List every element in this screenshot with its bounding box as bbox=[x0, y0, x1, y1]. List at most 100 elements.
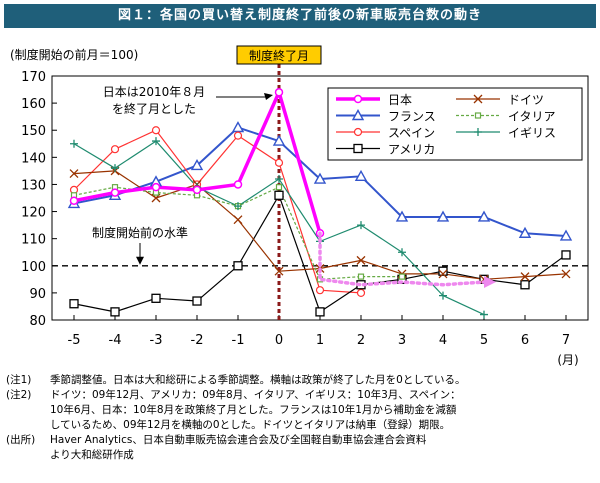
x-tick-label: 7 bbox=[562, 333, 570, 348]
data-point bbox=[474, 128, 482, 136]
line-chart: (制度開始の前月＝100) 80901001101201301401501601… bbox=[10, 45, 589, 367]
data-point bbox=[559, 229, 573, 241]
x-tick-label: -5 bbox=[68, 333, 81, 348]
data-point bbox=[315, 307, 325, 317]
data-point bbox=[192, 296, 202, 306]
y-tick-label: 100 bbox=[21, 260, 46, 275]
note-2-line-2: 10年6月、日本：10年8月を政策終了月とした。フランスは10年1月から補助金を… bbox=[50, 404, 457, 416]
data-point bbox=[561, 250, 571, 260]
data-point bbox=[111, 164, 119, 173]
data-point bbox=[110, 307, 120, 317]
data-point bbox=[356, 288, 366, 297]
data-point bbox=[192, 185, 202, 195]
data-point bbox=[110, 145, 120, 154]
data-point bbox=[353, 143, 363, 154]
x-tick-label: 1 bbox=[316, 333, 324, 348]
note-2: (注2) ドイツ：09年12月、アメリカ：09年8月、イタリア、イギリス：10年… bbox=[6, 388, 598, 403]
end-month-box bbox=[236, 45, 322, 65]
x-tick-label: 2 bbox=[357, 333, 365, 348]
data-point bbox=[480, 310, 488, 319]
legend-label: イタリア bbox=[508, 110, 556, 124]
y-tick-label: 170 bbox=[21, 70, 46, 85]
legend-label: スペイン bbox=[388, 126, 435, 140]
x-tick-label: 0 bbox=[275, 333, 283, 348]
data-point bbox=[354, 169, 368, 182]
data-point bbox=[274, 158, 284, 167]
y-tick-label: 140 bbox=[21, 151, 46, 166]
baseline-label-arrowhead bbox=[136, 256, 144, 265]
notes-block: (注1) 季節調整値。日本は大和総研による季節調整。横軸は政策が終了した月を0と… bbox=[6, 373, 598, 463]
data-point bbox=[473, 94, 483, 104]
x-tick-label: 4 bbox=[439, 333, 447, 348]
data-point bbox=[190, 159, 204, 171]
data-point bbox=[439, 291, 447, 300]
legend-label: ドイツ bbox=[508, 93, 544, 107]
data-point bbox=[436, 210, 450, 222]
data-point bbox=[69, 169, 79, 179]
y-tick-label: 160 bbox=[21, 97, 46, 112]
y-tick-label: 90 bbox=[29, 287, 46, 302]
data-point bbox=[357, 221, 365, 230]
data-point bbox=[69, 196, 79, 205]
data-point bbox=[353, 94, 363, 104]
figure-title: 図１：各国の買い替え制度終了前後の新車販売台数の動き bbox=[4, 4, 596, 28]
data-point bbox=[275, 175, 283, 184]
end-month-text: 制度終了月 bbox=[249, 48, 309, 63]
y-tick-label: 80 bbox=[29, 314, 46, 329]
data-point bbox=[438, 266, 448, 276]
data-point bbox=[520, 280, 530, 290]
data-point bbox=[231, 121, 245, 133]
source-note: (出所) Haver Analytics、日本自動車販売協会連合会及び全国軽自動… bbox=[6, 433, 598, 448]
annotation-arrowhead bbox=[264, 92, 273, 100]
note-2-tag: (注2) bbox=[6, 389, 32, 401]
data-point bbox=[438, 269, 448, 279]
x-axis-unit: (月) bbox=[557, 353, 578, 367]
data-point bbox=[233, 131, 243, 140]
x-tick-label: -3 bbox=[150, 333, 163, 348]
source-line-1: Haver Analytics、日本自動車販売協会連合会及び全国軽自動車協会連合… bbox=[50, 434, 427, 446]
note-1-text: 季節調整値。日本は大和総研による季節調整。横軸は政策が終了した月を0としている。 bbox=[50, 374, 466, 386]
data-point bbox=[274, 266, 284, 276]
legend-label: イギリス bbox=[508, 126, 556, 140]
data-point bbox=[110, 188, 120, 197]
data-point bbox=[315, 286, 325, 295]
japan-trend-arrowhead bbox=[484, 276, 496, 289]
data-point bbox=[274, 88, 284, 97]
y-tick-label: 150 bbox=[21, 124, 46, 139]
legend-label: フランス bbox=[388, 110, 436, 124]
japan-annotation-line-1: 日本は2010年８月 bbox=[103, 85, 206, 99]
data-point bbox=[151, 182, 161, 192]
data-point bbox=[70, 139, 78, 148]
data-point bbox=[275, 184, 283, 191]
y-tick-label: 120 bbox=[21, 206, 46, 221]
x-tick-label: 6 bbox=[521, 333, 529, 348]
data-point bbox=[357, 273, 365, 280]
data-point bbox=[233, 180, 243, 189]
data-point bbox=[234, 202, 242, 211]
japan-annotation-line-2: を終了月とした bbox=[112, 101, 196, 116]
note-1: (注1) 季節調整値。日本は大和総研による季節調整。横軸は政策が終了した月を0と… bbox=[6, 373, 598, 388]
end-month-label: 制度終了月 bbox=[236, 45, 322, 65]
x-tick-label: 5 bbox=[480, 333, 488, 348]
data-point bbox=[151, 293, 161, 303]
data-point bbox=[353, 127, 363, 137]
x-tick-label: 3 bbox=[398, 333, 406, 348]
data-point bbox=[398, 273, 406, 280]
source-tag: (出所) bbox=[6, 434, 36, 446]
data-point bbox=[398, 248, 406, 257]
y-tick-label: 110 bbox=[21, 233, 46, 248]
x-tick-label: -2 bbox=[191, 333, 204, 348]
baseline-label: 制度開始前の水準 bbox=[92, 225, 188, 240]
data-point bbox=[351, 109, 365, 121]
japan-trend-arrow bbox=[318, 231, 486, 287]
y-axis-label: (制度開始の前月＝100) bbox=[10, 47, 138, 62]
x-tick-label: -4 bbox=[109, 333, 122, 348]
note-2-line-3: しているため、09年12月を横軸の0とした。ドイツとイタリアは納車（登録）期限。 bbox=[50, 419, 451, 431]
data-point bbox=[520, 272, 530, 282]
data-point bbox=[69, 299, 79, 309]
data-point bbox=[313, 172, 327, 184]
note-1-tag: (注1) bbox=[6, 374, 32, 386]
data-point bbox=[356, 255, 366, 265]
data-point bbox=[151, 126, 161, 135]
y-tick-label: 130 bbox=[21, 178, 46, 193]
